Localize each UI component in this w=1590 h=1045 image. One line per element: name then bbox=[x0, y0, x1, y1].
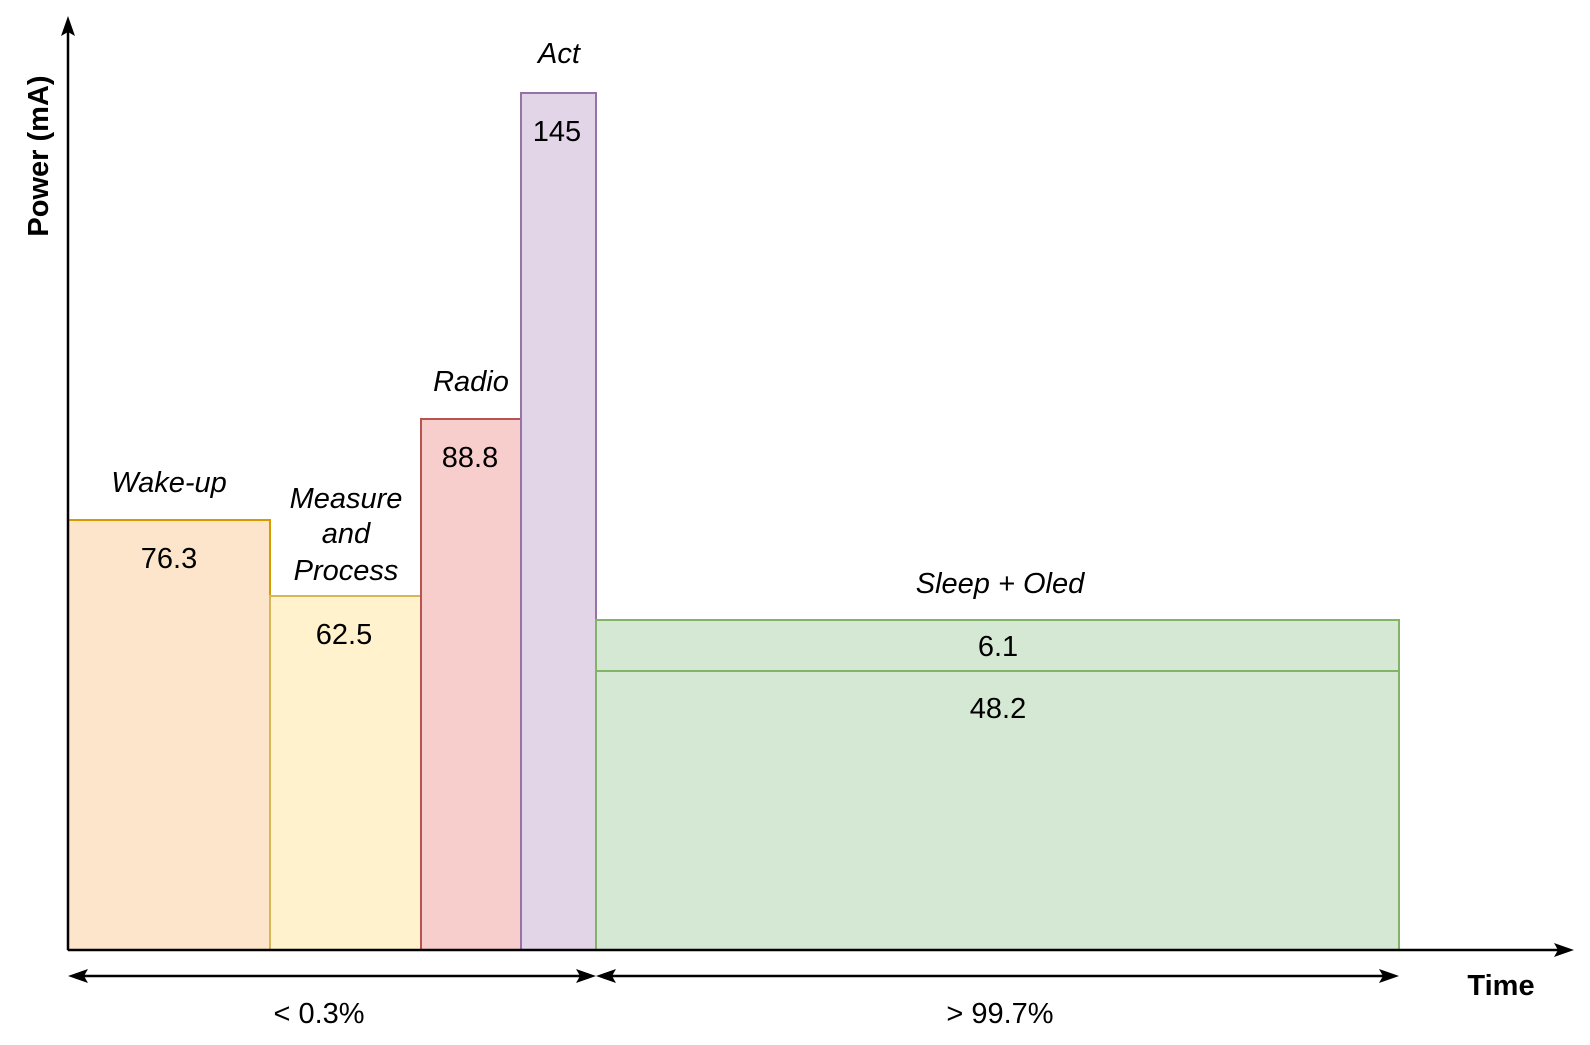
sleep-oled-label: Sleep + Oled bbox=[916, 568, 1085, 600]
act-block bbox=[520, 92, 597, 951]
x-axis-arrowhead bbox=[1554, 943, 1574, 957]
measure-process-value: 62.5 bbox=[316, 619, 372, 651]
x-axis-label: Time bbox=[1467, 970, 1534, 1002]
wake-up-label: Wake-up bbox=[111, 467, 227, 499]
active-arrowhead-right bbox=[576, 969, 596, 983]
sleep-oled-top-block bbox=[595, 619, 1400, 672]
act-value: 145 bbox=[533, 116, 581, 148]
sleep-arrowhead-right bbox=[1379, 969, 1399, 983]
sleep-oled-top-value: 6.1 bbox=[978, 631, 1018, 663]
sleep-duration-label: > 99.7% bbox=[946, 998, 1053, 1030]
radio-block bbox=[420, 418, 522, 951]
measure-label-line-3: Process bbox=[294, 555, 399, 587]
sleep-oled-main-value: 48.2 bbox=[970, 693, 1026, 725]
measure-label-line-1: Measure bbox=[290, 483, 403, 515]
sleep-oled-main-block bbox=[595, 670, 1400, 951]
wake-up-block bbox=[67, 519, 271, 951]
sleep-arrowhead-left bbox=[596, 969, 616, 983]
y-axis-arrowhead bbox=[61, 16, 75, 36]
wake-up-value: 76.3 bbox=[141, 543, 197, 575]
radio-label: Radio bbox=[433, 366, 509, 398]
act-label: Act bbox=[536, 38, 582, 70]
measure-process-block bbox=[269, 595, 422, 951]
active-duration-label: < 0.3% bbox=[273, 998, 364, 1030]
y-axis-label: Power (mA) bbox=[23, 75, 55, 236]
measure-label-line-2: and bbox=[322, 518, 371, 550]
active-arrowhead-left bbox=[68, 969, 88, 983]
radio-value: 88.8 bbox=[442, 442, 498, 474]
